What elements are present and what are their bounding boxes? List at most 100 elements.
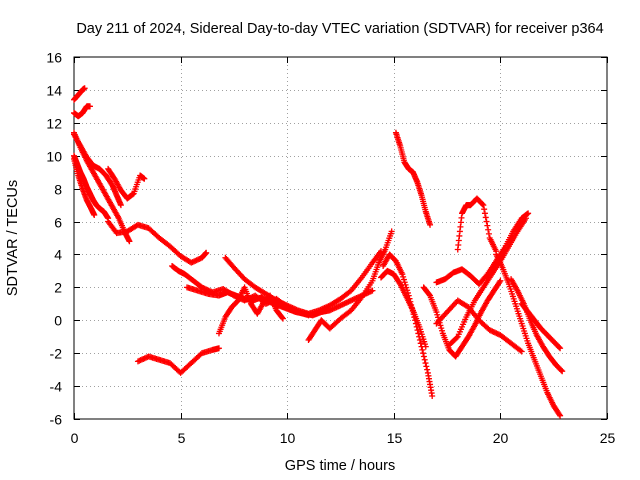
- series-arc-17: [392, 129, 434, 228]
- y-tick-label: 12: [46, 116, 62, 132]
- data-point: [558, 367, 565, 374]
- series-arc-7: [105, 165, 148, 202]
- data-point: [414, 327, 421, 334]
- series-arc-22: [454, 195, 500, 255]
- data-point: [402, 281, 409, 288]
- series-arc-15: [380, 251, 436, 399]
- data-point: [346, 288, 353, 295]
- x-axis-label: GPS time / hours: [285, 458, 395, 474]
- y-tick-label: 16: [46, 50, 62, 66]
- series-arc-13: [215, 284, 286, 337]
- x-tick-label: 20: [493, 430, 509, 446]
- data-point: [429, 392, 436, 399]
- data-point: [416, 337, 423, 344]
- data-point: [481, 206, 488, 213]
- data-point: [279, 315, 286, 322]
- data-point: [279, 314, 286, 321]
- data-point: [434, 311, 441, 318]
- x-tick-label: 15: [387, 430, 403, 446]
- series-arc-18: [420, 277, 504, 360]
- data-point: [557, 345, 564, 352]
- data-point: [525, 210, 532, 217]
- series-arc-23: [493, 251, 564, 419]
- y-tick-label: 6: [54, 215, 62, 231]
- series-arc-6: [71, 103, 93, 120]
- series-arc-2: [71, 129, 133, 245]
- y-tick-label: 8: [54, 182, 62, 198]
- data-point: [556, 411, 563, 418]
- data-point: [453, 334, 460, 341]
- y-tick-label: -4: [50, 379, 63, 395]
- series-arc-19: [433, 297, 525, 355]
- y-tick-label: 10: [46, 149, 62, 165]
- data-point: [485, 226, 492, 233]
- series-arc-21: [433, 210, 532, 288]
- data-point: [485, 230, 492, 237]
- data-point: [517, 347, 524, 354]
- series-arc-25: [518, 300, 564, 352]
- y-tick-label: 4: [54, 247, 62, 263]
- data-point: [559, 368, 566, 375]
- data-point: [420, 353, 427, 360]
- series-arc-14: [305, 228, 395, 344]
- x-tick-label: 0: [71, 430, 79, 446]
- data-point: [484, 222, 491, 229]
- data-point: [417, 340, 424, 347]
- series-arc-5: [71, 85, 88, 103]
- data-point: [427, 221, 434, 228]
- series-arc-12: [134, 345, 222, 376]
- data-point: [369, 287, 376, 294]
- data-point: [86, 103, 93, 110]
- y-tick-label: 0: [54, 313, 62, 329]
- data-point: [422, 343, 429, 350]
- data-point: [439, 327, 446, 334]
- data-point: [126, 238, 133, 245]
- data-points: [71, 85, 566, 419]
- data-point: [426, 291, 433, 298]
- series-arc-16: [378, 267, 429, 350]
- y-axis-label: SDTVAR / TECUs: [5, 180, 21, 296]
- data-point: [399, 271, 406, 278]
- series-arc-8: [105, 218, 210, 266]
- data-point: [518, 348, 525, 355]
- data-point: [400, 273, 407, 280]
- plot-frame: [73, 56, 608, 420]
- data-point: [557, 412, 564, 419]
- data-point: [81, 85, 88, 92]
- x-tick-label: 5: [178, 430, 186, 446]
- x-tick-label: 25: [600, 430, 616, 446]
- chart-title: Day 211 of 2024, Sidereal Day-to-day VTE…: [76, 21, 603, 37]
- data-point: [388, 228, 395, 235]
- data-point: [117, 202, 124, 209]
- data-point: [346, 308, 353, 315]
- data-point: [496, 279, 503, 286]
- data-point: [422, 360, 429, 367]
- data-point: [479, 201, 486, 208]
- data-point: [482, 214, 489, 221]
- data-point: [424, 366, 431, 373]
- series-arc-11: [222, 248, 385, 317]
- data-point: [421, 356, 428, 363]
- grid: [74, 57, 607, 419]
- data-point: [401, 279, 408, 286]
- y-tick-label: 2: [54, 280, 62, 296]
- data-point: [497, 277, 504, 284]
- data-point: [419, 346, 426, 353]
- y-tick-label: -2: [50, 346, 63, 362]
- y-tick-label: -6: [50, 412, 63, 428]
- axis-ticks: 0 5 10 15 20 25 -6 -4 -2 0 2 4 6 8 10 12 14 16: [46, 50, 615, 447]
- data-point: [423, 363, 430, 370]
- data-point: [420, 350, 427, 357]
- data-point: [91, 211, 98, 218]
- y-tick-label: 14: [46, 83, 62, 99]
- x-tick-label: 10: [280, 430, 296, 446]
- data-point: [215, 345, 222, 352]
- series-arc-4: [71, 152, 112, 222]
- data-point: [556, 344, 563, 351]
- data-point: [203, 249, 210, 256]
- data-point: [483, 218, 490, 225]
- data-point: [481, 210, 488, 217]
- data-point: [433, 309, 440, 316]
- data-point: [437, 322, 444, 329]
